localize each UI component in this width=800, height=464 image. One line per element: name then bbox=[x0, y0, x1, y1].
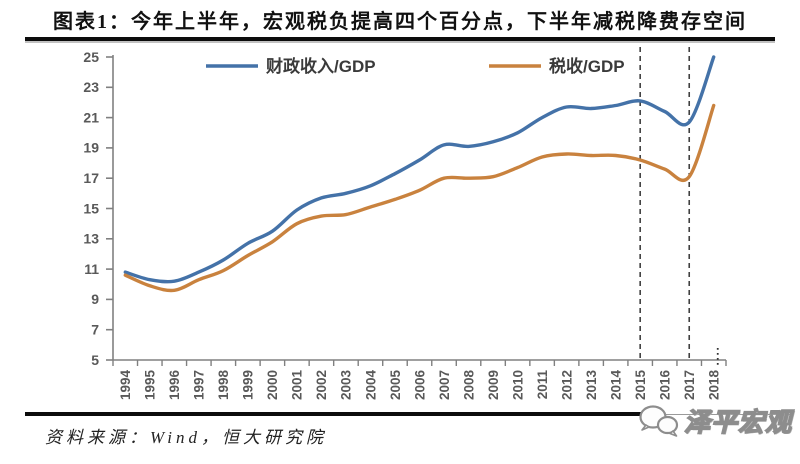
svg-text:2013: 2013 bbox=[584, 370, 599, 401]
svg-text:11: 11 bbox=[84, 261, 99, 277]
svg-text:21: 21 bbox=[83, 109, 99, 125]
svg-text:1994: 1994 bbox=[118, 370, 133, 401]
footer-divider bbox=[25, 412, 650, 416]
svg-text:1997: 1997 bbox=[192, 370, 207, 400]
svg-text:2008: 2008 bbox=[461, 370, 476, 401]
svg-text:1998: 1998 bbox=[216, 370, 231, 401]
svg-text:2000: 2000 bbox=[265, 370, 280, 400]
svg-text:2002: 2002 bbox=[314, 370, 329, 400]
svg-text:23: 23 bbox=[83, 79, 99, 95]
page-title: 图表1：今年上半年，宏观税负提高四个百分点，下半年减税降费存空间 bbox=[53, 11, 747, 33]
line-chart: 5 7 9 11 13 15 17 19 21 23 25 1994 1995 1996 1997 1998 1… bbox=[0, 45, 800, 410]
svg-text:17: 17 bbox=[83, 170, 99, 186]
brand-logo-text: 泽平宏观 bbox=[683, 406, 792, 437]
svg-text:2001: 2001 bbox=[290, 370, 305, 401]
svg-text:2018: 2018 bbox=[707, 370, 722, 401]
svg-text:2016: 2016 bbox=[658, 370, 673, 401]
svg-text:1999: 1999 bbox=[241, 370, 256, 400]
svg-text:5: 5 bbox=[91, 352, 99, 368]
svg-text:2004: 2004 bbox=[363, 370, 378, 401]
svg-text:13: 13 bbox=[83, 231, 99, 247]
svg-text:15: 15 bbox=[83, 200, 99, 216]
svg-text:2003: 2003 bbox=[339, 370, 354, 401]
svg-text:2007: 2007 bbox=[437, 370, 452, 400]
svg-text:2015: 2015 bbox=[633, 370, 648, 401]
brand-logo: 泽平宏观 bbox=[638, 400, 792, 440]
svg-text:25: 25 bbox=[83, 49, 99, 65]
svg-text:1995: 1995 bbox=[143, 370, 158, 401]
svg-text:2012: 2012 bbox=[559, 370, 574, 400]
svg-text:1996: 1996 bbox=[167, 370, 182, 401]
title-divider bbox=[25, 37, 775, 41]
svg-text:9: 9 bbox=[91, 291, 99, 307]
source-text: 资料来源：Wind，恒大研究院 bbox=[45, 428, 327, 447]
chart-svg: 5 7 9 11 13 15 17 19 21 23 25 1994 1995 1996 1997 1998 1… bbox=[83, 47, 727, 401]
footer-divider-thin bbox=[650, 414, 790, 415]
svg-text:2010: 2010 bbox=[510, 370, 525, 400]
svg-text:2011: 2011 bbox=[535, 370, 550, 400]
svg-text:2006: 2006 bbox=[412, 370, 427, 401]
svg-text:2009: 2009 bbox=[486, 370, 501, 400]
svg-text:税收/GDP: 税收/GDP bbox=[549, 56, 625, 76]
svg-text:2017: 2017 bbox=[682, 370, 697, 400]
svg-text:7: 7 bbox=[91, 322, 99, 338]
svg-text:财政收入/GDP: 财政收入/GDP bbox=[265, 56, 376, 76]
svg-text:2005: 2005 bbox=[388, 370, 403, 401]
svg-text:2014: 2014 bbox=[608, 370, 623, 401]
wechat-icon bbox=[639, 405, 679, 437]
svg-text:19: 19 bbox=[83, 140, 99, 156]
